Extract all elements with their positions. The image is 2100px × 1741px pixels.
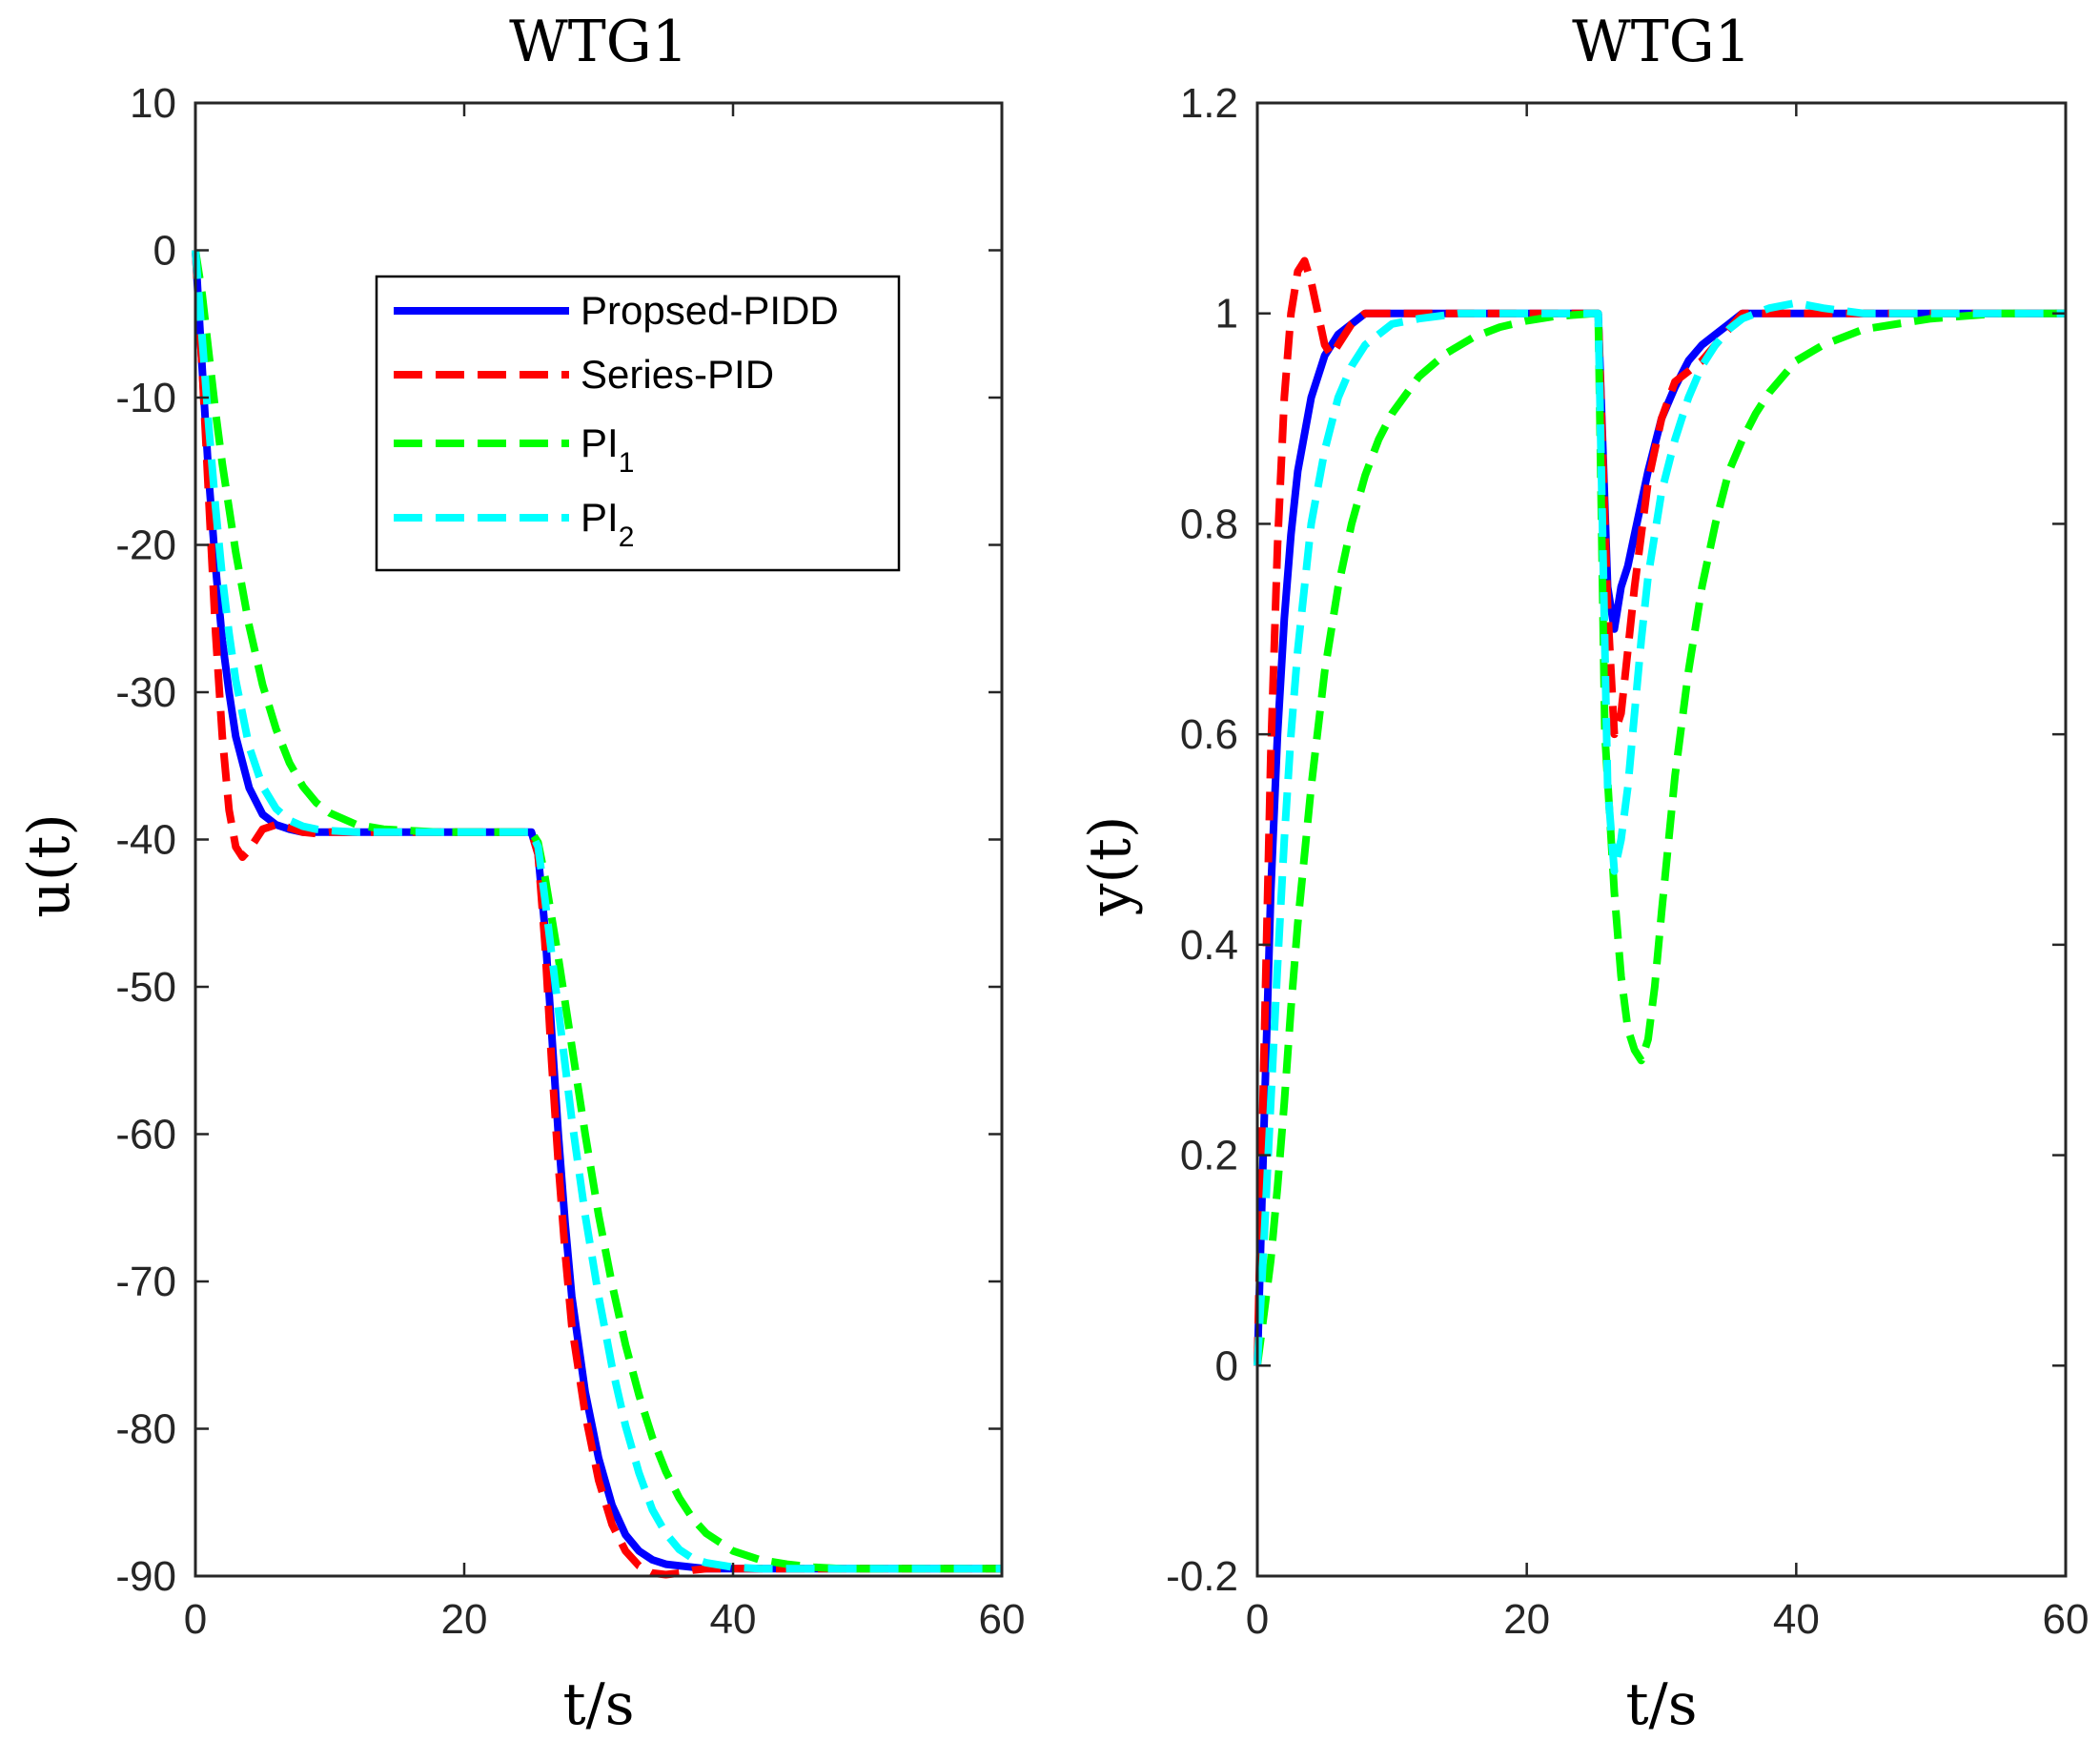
y-chart: WTG1 t/s y(t) 0 20 40 601.210.80.60.40.20-0… [1077, 9, 2089, 1738]
u-chart-ytick-label: -90 [115, 1553, 176, 1600]
u-chart-xtick-label: 60 [979, 1596, 1026, 1643]
u-chart-title: WTG1 [509, 9, 688, 75]
y-chart-series [1254, 256, 2066, 1366]
y-chart-xlabel: t/s [1625, 1671, 1697, 1738]
u-chart-ticks: 0 20 40 60 10 0 -10 -20 -30 -40 -50 -60 -70 -80 -90 [115, 80, 1025, 1643]
u-chart-ytick-label: -80 [115, 1406, 176, 1453]
u-chart-ytick-label: 10 [130, 80, 176, 127]
u-chart-series-series-pid [192, 250, 1002, 1579]
y-chart-series-pi1 [1254, 309, 2066, 1366]
u-chart: WTG1 t/s u(t) 0 20 40 60 10 0 -10 -20 -30 -40 -50 -… [16, 9, 1025, 1738]
legend-label-series-pid: Series-PID [581, 352, 774, 397]
legend-label-pi2-sub: 2 [619, 522, 635, 553]
u-chart-xtick-label: 0 [184, 1596, 207, 1643]
y-chart-xtick-label: 40 [1773, 1596, 1820, 1643]
u-chart-series-pi2 [192, 250, 1002, 1573]
u-chart-xtick-label: 20 [441, 1596, 488, 1643]
legend-label-pi2-main: PI [581, 495, 619, 540]
u-chart-ytick-label: 0 [153, 228, 176, 275]
y-chart-ytick-label: 0.4 [1180, 922, 1238, 969]
y-chart-ytick-label: 1 [1215, 291, 1238, 338]
y-chart-ytick-label: 0.6 [1180, 711, 1238, 758]
u-chart-xlabel: t/s [562, 1671, 634, 1738]
legend-label-pi1: PI1 [581, 420, 634, 479]
u-chart-xtick-label: 40 [710, 1596, 757, 1643]
u-chart-legend: Propsed-PIDD Series-PID PI1 PI2 [375, 275, 901, 572]
y-chart-ticks: 0 20 40 601.210.80.60.40.20-0.2 [1166, 80, 2089, 1643]
u-chart-ytick-label: -40 [115, 817, 176, 864]
y-chart-title: WTG1 [1572, 9, 1751, 75]
legend-label-pi1-main: PI [581, 420, 619, 465]
u-chart-ytick-label: -60 [115, 1112, 176, 1158]
y-chart-ytick-label: 0.8 [1180, 501, 1238, 547]
legend-label-pi1-sub: 1 [619, 447, 635, 479]
u-chart-ytick-label: -70 [115, 1259, 176, 1305]
legend-label-pi2: PI2 [581, 495, 634, 553]
y-chart-ytick-label: -0.2 [1166, 1553, 1238, 1600]
u-chart-ytick-label: -10 [115, 375, 176, 421]
y-chart-xtick-label: 60 [2043, 1596, 2090, 1643]
y-chart-ytick-label: 0 [1215, 1342, 1238, 1389]
u-chart-ytick-label: -30 [115, 669, 176, 716]
y-chart-xtick-label: 0 [1246, 1596, 1269, 1643]
u-chart-series [192, 249, 1002, 1579]
y-chart-series-pi2 [1254, 298, 2066, 1366]
y-chart-frame [1255, 101, 2068, 1578]
y-chart-xtick-label: 20 [1503, 1596, 1550, 1643]
u-chart-ylabel: u(t) [16, 813, 83, 918]
legend-label-propsed-pidd: Propsed-PIDD [581, 288, 839, 333]
u-chart-ytick-label: -20 [115, 522, 176, 569]
y-chart-ytick-label: 0.2 [1180, 1133, 1238, 1179]
y-chart-ylabel: y(t) [1077, 816, 1144, 917]
u-chart-ytick-label: -50 [115, 964, 176, 1011]
y-chart-ytick-label: 1.2 [1180, 80, 1238, 127]
